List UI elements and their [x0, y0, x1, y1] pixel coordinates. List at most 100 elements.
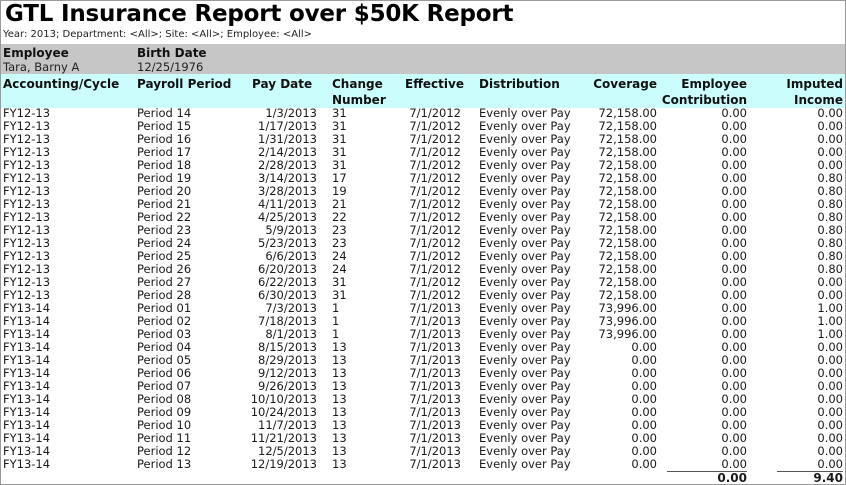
- cell-change-number: 31: [332, 145, 347, 159]
- cell-distribution: Evenly over Pay: [479, 262, 571, 276]
- cell-coverage: 0.00: [631, 379, 657, 393]
- contribution-total-rule: [667, 471, 747, 472]
- cell-payroll-period: Period 07: [137, 379, 192, 393]
- cell-accounting-cycle: FY12-13: [3, 171, 51, 185]
- cell-pay-date: 10/24/2013: [250, 405, 317, 419]
- cell-coverage: 72,158.00: [598, 145, 657, 159]
- cell-distribution: Evenly over Pay: [479, 444, 571, 458]
- cell-coverage: 72,158.00: [598, 106, 657, 120]
- col-imputed-income-line1: Imputed: [786, 77, 843, 91]
- cell-imputed-income: 0.00: [817, 132, 843, 146]
- cell-accounting-cycle: FY12-13: [3, 158, 51, 172]
- cell-employee-contribution: 0.00: [721, 262, 747, 276]
- cell-imputed-income: 1.00: [817, 301, 843, 315]
- cell-payroll-period: Period 26: [137, 262, 192, 276]
- cell-coverage: 72,158.00: [598, 249, 657, 263]
- cell-change-number: 13: [332, 353, 347, 367]
- cell-payroll-period: Period 10: [137, 418, 192, 432]
- cell-employee-contribution: 0.00: [721, 158, 747, 172]
- cell-change-number: 31: [332, 288, 347, 302]
- col-change-number-line1: Change: [332, 77, 383, 91]
- table-row: FY13-14 Period 01 7/3/2013 1 7/1/2013 Evenly …: [1, 302, 845, 315]
- cell-payroll-period: Period 24: [137, 236, 192, 250]
- employee-label: Employee: [3, 46, 69, 60]
- cell-payroll-period: Period 18: [137, 158, 192, 172]
- cell-coverage: 0.00: [631, 418, 657, 432]
- table-row: FY12-13 Period 24 5/23/2013 23 7/1/2012 Evenl…: [1, 237, 845, 250]
- total-employee-contribution: 0.00: [717, 471, 747, 485]
- cell-payroll-period: Period 28: [137, 288, 192, 302]
- cell-change-number: 31: [332, 132, 347, 146]
- table-row: FY12-13 Period 25 6/6/2013 24 7/1/2012 Evenly…: [1, 250, 845, 263]
- cell-effective: 7/1/2012: [409, 249, 461, 263]
- table-row: FY12-13 Period 26 6/20/2013 24 7/1/2012 Evenl…: [1, 263, 845, 276]
- cell-employee-contribution: 0.00: [721, 184, 747, 198]
- cell-accounting-cycle: FY13-14: [3, 327, 51, 341]
- cell-effective: 7/1/2013: [409, 301, 461, 315]
- cell-payroll-period: Period 08: [137, 392, 192, 406]
- cell-effective: 7/1/2012: [409, 275, 461, 289]
- cell-coverage: 72,158.00: [598, 236, 657, 250]
- table-row: FY13-14 Period 08 10/10/2013 13 7/1/2013 Even…: [1, 393, 845, 406]
- cell-imputed-income: 0.80: [817, 262, 843, 276]
- employee-birth-date: 12/25/1976: [137, 60, 204, 74]
- cell-change-number: 21: [332, 197, 347, 211]
- cell-coverage: 72,158.00: [598, 184, 657, 198]
- cell-pay-date: 6/20/2013: [258, 262, 317, 276]
- imputed-total-rule: [777, 471, 843, 472]
- cell-change-number: 31: [332, 106, 347, 120]
- cell-coverage: 72,158.00: [598, 210, 657, 224]
- birth-date-label: Birth Date: [137, 46, 207, 60]
- table-row: FY13-14 Period 11 11/21/2013 13 7/1/2013 Even…: [1, 432, 845, 445]
- cell-employee-contribution: 0.00: [721, 340, 747, 354]
- totals-row: 0.00 9.40: [1, 471, 845, 485]
- cell-coverage: 0.00: [631, 340, 657, 354]
- cell-distribution: Evenly over Pay: [479, 353, 571, 367]
- cell-employee-contribution: 0.00: [721, 444, 747, 458]
- col-pay-date: Pay Date: [252, 77, 313, 91]
- cell-imputed-income: 0.00: [817, 366, 843, 380]
- cell-imputed-income: 0.80: [817, 236, 843, 250]
- cell-payroll-period: Period 15: [137, 119, 192, 133]
- cell-accounting-cycle: FY13-14: [3, 405, 51, 419]
- cell-change-number: 1: [332, 301, 340, 315]
- cell-imputed-income: 0.00: [817, 457, 843, 471]
- cell-employee-contribution: 0.00: [721, 145, 747, 159]
- cell-accounting-cycle: FY13-14: [3, 340, 51, 354]
- cell-imputed-income: 0.80: [817, 197, 843, 211]
- cell-employee-contribution: 0.00: [721, 171, 747, 185]
- cell-pay-date: 2/14/2013: [258, 145, 317, 159]
- report-filters: Year: 2013; Department: <All>; Site: <Al…: [3, 29, 312, 40]
- cell-imputed-income: 0.00: [817, 405, 843, 419]
- cell-payroll-period: Period 25: [137, 249, 192, 263]
- cell-distribution: Evenly over Pay: [479, 379, 571, 393]
- cell-change-number: 13: [332, 431, 347, 445]
- cell-payroll-period: Period 23: [137, 223, 192, 237]
- col-imputed-income-line2: Income: [793, 93, 843, 107]
- cell-employee-contribution: 0.00: [721, 223, 747, 237]
- cell-employee-contribution: 0.00: [721, 249, 747, 263]
- cell-coverage: 73,996.00: [598, 301, 657, 315]
- cell-employee-contribution: 0.00: [721, 106, 747, 120]
- cell-change-number: 24: [332, 249, 347, 263]
- cell-payroll-period: Period 22: [137, 210, 192, 224]
- cell-imputed-income: 0.00: [817, 275, 843, 289]
- cell-coverage: 73,996.00: [598, 327, 657, 341]
- cell-effective: 7/1/2013: [409, 457, 461, 471]
- cell-pay-date: 12/5/2013: [258, 444, 317, 458]
- col-distribution: Distribution: [479, 77, 560, 91]
- cell-distribution: Evenly over Pay: [479, 418, 571, 432]
- cell-coverage: 72,158.00: [598, 223, 657, 237]
- cell-imputed-income: 0.80: [817, 171, 843, 185]
- cell-effective: 7/1/2013: [409, 392, 461, 406]
- col-change-number-line2: Number: [332, 93, 386, 107]
- cell-distribution: Evenly over Pay: [479, 366, 571, 380]
- cell-effective: 7/1/2013: [409, 340, 461, 354]
- col-employee-contribution-line2: Contribution: [661, 93, 747, 107]
- cell-imputed-income: 0.00: [817, 431, 843, 445]
- cell-effective: 7/1/2012: [409, 236, 461, 250]
- cell-payroll-period: Period 14: [137, 106, 192, 120]
- cell-distribution: Evenly over Pay: [479, 106, 571, 120]
- cell-change-number: 17: [332, 171, 347, 185]
- cell-distribution: Evenly over Pay: [479, 327, 571, 341]
